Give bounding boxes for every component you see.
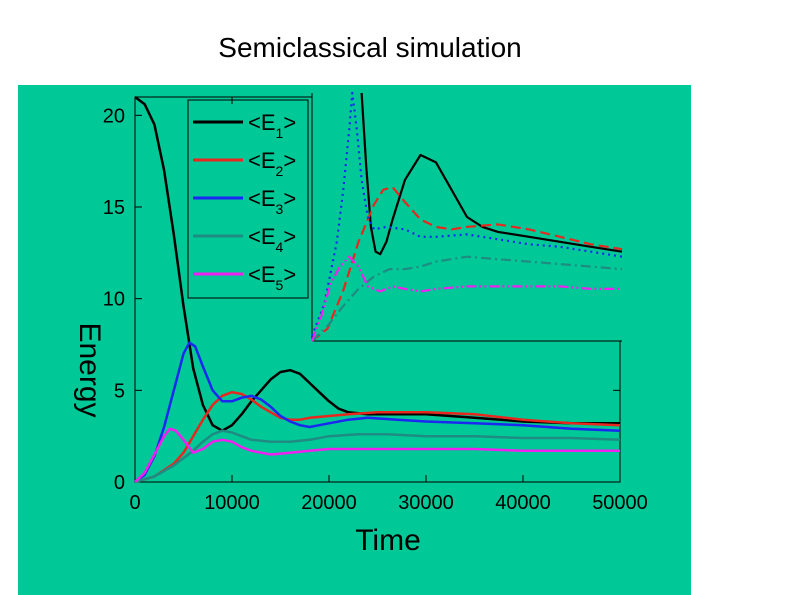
y-tick-label: 5: [114, 380, 125, 402]
x-tick-label: 50000: [592, 492, 648, 514]
y-tick-label: 0: [114, 472, 125, 494]
legend: <E1> <E2> <E3> <E4> <E5>: [187, 99, 309, 299]
x-tick-label: 10000: [204, 492, 260, 514]
legend-label-e3: <E3>: [248, 186, 296, 217]
series-line-e2: [134, 390, 621, 484]
y-axis-label: Energy: [73, 322, 106, 417]
inset-series-e1: [360, 92, 623, 256]
inset-series-e2: [311, 186, 623, 342]
y-tick-label: 15: [103, 197, 125, 219]
series-line-e5: [134, 427, 620, 483]
main-plot-area: 0 5 10 15 20 0 10000 20000 30000 40000 50000: [103, 96, 648, 514]
y-tick-label: 20: [103, 105, 125, 127]
legend-label-e5: <E5>: [248, 262, 296, 293]
legend-box: [187, 99, 309, 299]
legend-label-e2: <E2>: [248, 148, 296, 179]
x-tick-label: 20000: [301, 492, 357, 514]
x-tick-label: 30000: [398, 492, 454, 514]
inset-series-e4: [311, 255, 623, 342]
chart-panel: 0 5 10 15 20 0 10000 20000 30000 40000 50000 <E1> <…: [18, 85, 691, 595]
series-line-e1: [134, 96, 620, 432]
x-tick-label: 40000: [495, 492, 551, 514]
y-tick-label: 10: [103, 289, 125, 311]
series-line-e4: [134, 429, 621, 484]
x-axis-label: Time: [355, 524, 421, 557]
x-tick-label: 0: [129, 492, 140, 514]
slide-title: Semiclassical simulation: [218, 32, 522, 63]
inset-series-e5: [310, 255, 622, 342]
series-line-e3: [134, 341, 621, 483]
inset-plot: [310, 91, 623, 342]
legend-label-e1: <E1>: [248, 110, 296, 141]
legend-label-e4: <E4>: [248, 224, 296, 255]
